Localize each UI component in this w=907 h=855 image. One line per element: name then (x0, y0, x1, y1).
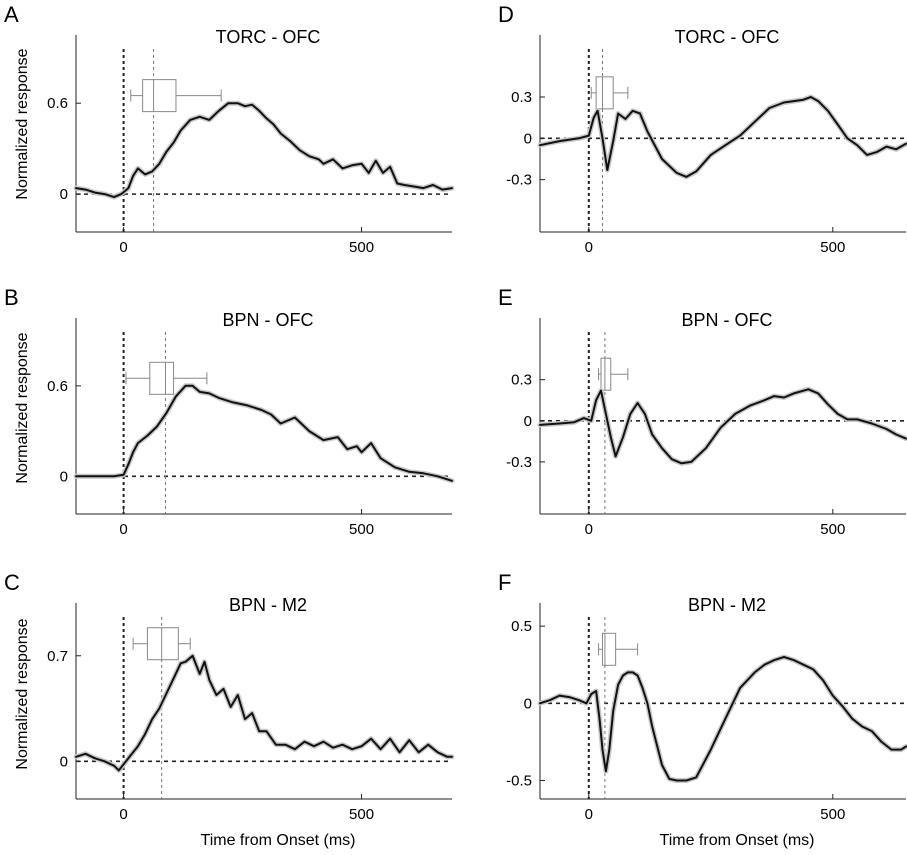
y-tick-label: 0 (524, 413, 532, 430)
response-trace (539, 656, 907, 782)
y-axis-label-b: Normalized response (14, 332, 31, 483)
panel-d: TORC - OFC -0.3 0 0.3 0 500 (506, 27, 907, 256)
panel-title: BPN - M2 (688, 595, 766, 615)
boxplot-box (149, 361, 175, 395)
y-tick-label: -0.3 (506, 454, 532, 471)
y-tick-label: -0.5 (506, 772, 532, 789)
x-axis-label: Time from Onset (ms) (660, 832, 815, 849)
x-tick-label: 500 (820, 521, 845, 538)
response-error-band (73, 100, 455, 200)
x-tick-label: 0 (585, 239, 593, 256)
x-tick-label: 500 (820, 806, 845, 823)
y-tick-label: 0 (524, 695, 532, 712)
latency-boxplot (590, 76, 629, 110)
boxplot-box (146, 627, 179, 661)
response-trace (75, 102, 453, 199)
x-tick-label: 0 (585, 521, 593, 538)
boxplot-box (142, 79, 177, 113)
x-axis-label: Time from Onset (ms) (201, 832, 356, 849)
response-trace (75, 654, 453, 772)
panel-b: BPN - OFC 0 0.6 0 500 (47, 310, 455, 538)
boxplot-box (600, 357, 612, 391)
y-tick-label: 0.6 (47, 95, 68, 112)
x-tick-label: 0 (119, 239, 127, 256)
y-axis-label-c: Normalized response (14, 618, 31, 769)
panel-f: BPN - M2 -0.5 0 0.5 0 500 Time from Onset (ms) (506, 595, 907, 849)
response-trace (539, 96, 907, 178)
panel-letter-a: A (4, 2, 19, 27)
panel-a: TORC - OFC 0 0.6 0 500 (47, 27, 455, 256)
panel-letter-c: C (4, 570, 20, 595)
x-tick-label: 0 (585, 806, 593, 823)
latency-boxplot (125, 361, 208, 395)
y-tick-label: 0.3 (511, 89, 532, 106)
x-tick-label: 500 (349, 239, 374, 256)
boxplot-box (595, 76, 614, 110)
latency-boxplot (132, 627, 191, 661)
x-tick-label: 0 (119, 806, 127, 823)
x-tick-label: 500 (349, 521, 374, 538)
response-error-band (537, 94, 907, 180)
x-tick-label: 0 (119, 521, 127, 538)
latency-boxplot (130, 79, 222, 113)
panel-letter-b: B (4, 285, 19, 310)
panel-e: BPN - OFC -0.3 0 0.3 0 500 (506, 310, 907, 538)
x-tick-label: 500 (349, 806, 374, 823)
y-tick-label: 0.5 (511, 618, 532, 635)
y-tick-label: 0 (60, 186, 68, 203)
panel-title: BPN - OFC (222, 310, 313, 330)
panel-title: TORC - OFC (675, 27, 780, 47)
panel-letter-e: E (498, 285, 513, 310)
x-tick-label: 500 (820, 239, 845, 256)
y-tick-label: 0.6 (47, 378, 68, 395)
boxplot-box (601, 632, 617, 666)
y-tick-label: 0.7 (47, 648, 68, 665)
y-tick-label: 0 (60, 753, 68, 770)
panel-letter-f: F (498, 570, 511, 595)
y-axis-label-a: Normalized response (14, 48, 31, 199)
latency-boxplot (598, 357, 629, 391)
y-tick-label: 0 (60, 468, 68, 485)
y-tick-label: 0.3 (511, 372, 532, 389)
panel-c: BPN - M2 0 0.7 0 500 Time from Onset (ms) (47, 595, 455, 849)
panel-title: BPN - OFC (681, 310, 772, 330)
y-tick-label: -0.3 (506, 172, 532, 189)
latency-boxplot (598, 632, 639, 666)
y-tick-label: 0 (524, 130, 532, 147)
panel-title: BPN - M2 (229, 595, 307, 615)
response-trace (539, 388, 907, 465)
panel-letter-d: D (498, 2, 514, 27)
response-trace (75, 384, 453, 482)
panel-title: TORC - OFC (216, 27, 321, 47)
